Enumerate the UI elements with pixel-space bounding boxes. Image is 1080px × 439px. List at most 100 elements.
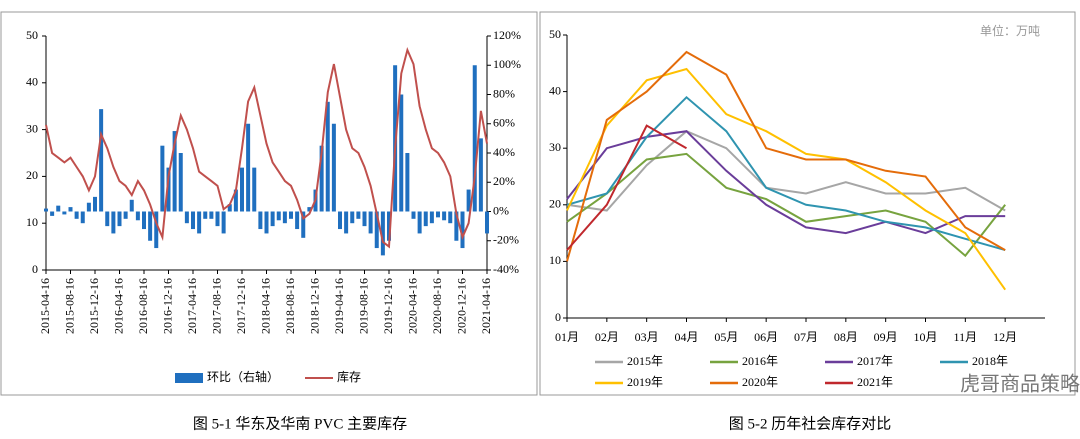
bar (466, 189, 471, 212)
bar (74, 211, 79, 219)
line (45, 46, 488, 249)
line (566, 124, 687, 251)
x-tick-label: 02月 (595, 330, 619, 344)
bar (368, 211, 373, 234)
y-tick-label: 40 (549, 83, 561, 97)
bar (105, 211, 110, 227)
y-tick-label: 30 (26, 121, 38, 135)
bar (362, 211, 367, 227)
watermark: 虎哥商品策略 (960, 373, 1080, 396)
bar (442, 211, 447, 221)
y-tick-label: 10 (26, 215, 38, 229)
caption: 图 5-2 历年社会库存对比 (729, 415, 892, 432)
bar (142, 211, 146, 230)
bar (62, 211, 67, 215)
bar (191, 211, 195, 230)
x-tick-label: 2019-12-16 (381, 278, 395, 334)
bar (178, 153, 183, 212)
bar (80, 211, 85, 224)
bar (380, 211, 385, 256)
y-tick-label: 20 (549, 197, 561, 211)
bar (289, 211, 293, 219)
bar (436, 211, 440, 218)
y2-tick-label: 100% (493, 57, 521, 71)
bar (344, 211, 349, 234)
x-tick-label: 12月 (993, 330, 1017, 344)
legend-label: 2015年 (627, 354, 663, 368)
bar (258, 211, 263, 230)
bar (44, 208, 48, 212)
bar (460, 211, 465, 249)
bar (472, 65, 477, 212)
bar (68, 207, 73, 212)
bar (56, 205, 61, 212)
line (566, 50, 1006, 262)
bar (50, 211, 55, 216)
bar (160, 145, 165, 212)
bar (172, 131, 177, 212)
bar (135, 211, 140, 221)
bar (374, 211, 379, 249)
legend-label: 2017年 (857, 354, 893, 368)
x-tick-label: 2016-04-16 (111, 278, 125, 334)
x-tick-label: 01月 (555, 330, 579, 344)
y-tick-label: 30 (549, 140, 561, 154)
line (566, 130, 1006, 212)
bar (227, 204, 232, 212)
x-tick-label: 2018-12-16 (307, 278, 321, 334)
x-tick-label: 2017-04-16 (185, 278, 199, 334)
bar (93, 196, 97, 212)
y-tick-label: 20 (26, 168, 38, 182)
x-tick-label: 09月 (874, 330, 898, 344)
legend-label: 2020年 (742, 375, 778, 389)
bar (221, 211, 226, 234)
bar (429, 211, 434, 224)
legend-label: 环比（右轴） (207, 369, 279, 384)
x-tick-label: 2015-04-16 (38, 278, 52, 334)
bar (454, 211, 459, 241)
bar (387, 211, 391, 241)
y-tick-label: 50 (549, 27, 561, 41)
bar (423, 211, 428, 227)
x-tick-label: 2018-08-16 (283, 278, 297, 334)
bar (166, 167, 171, 212)
line (566, 152, 1006, 258)
legend-label: 2016年 (742, 354, 778, 368)
bar (301, 211, 306, 238)
right-frame (539, 11, 1076, 396)
bar (184, 211, 189, 224)
bar (209, 211, 214, 219)
bar (485, 211, 489, 234)
x-tick-label: 03月 (635, 330, 659, 344)
x-tick-label: 11月 (954, 330, 978, 344)
bar (338, 211, 342, 230)
line (566, 67, 1007, 291)
bar (478, 138, 483, 212)
y-tick-label: 0 (32, 262, 38, 276)
x-tick-label: 2020-04-16 (405, 278, 419, 334)
legend-label: 2019年 (627, 375, 663, 389)
x-tick-label: 2019-04-16 (332, 278, 346, 334)
caption: 图 5-1 华东及华南 PVC 主要库存 (193, 415, 407, 432)
bar (215, 211, 220, 227)
y2-tick-label: 80% (493, 86, 515, 100)
bar (111, 211, 116, 234)
x-tick-label: 2020-08-16 (430, 278, 444, 334)
x-tick-label: 2017-08-16 (209, 278, 223, 334)
bar (325, 101, 330, 212)
y2-tick-label: -40% (493, 262, 519, 276)
y-tick-label: 0 (555, 310, 561, 324)
bar (295, 211, 300, 230)
y-tick-label: 50 (26, 28, 38, 42)
left-frame (0, 11, 538, 396)
legend-label: 库存 (337, 369, 361, 384)
bar (270, 211, 275, 227)
bar (154, 211, 159, 249)
legend-swatch (175, 373, 203, 383)
y2-tick-label: 120% (493, 28, 521, 42)
x-tick-label: 2017-12-16 (234, 278, 248, 334)
bar (86, 202, 91, 212)
y-tick-label: 40 (26, 75, 38, 89)
x-tick-label: 2015-08-16 (62, 278, 76, 334)
